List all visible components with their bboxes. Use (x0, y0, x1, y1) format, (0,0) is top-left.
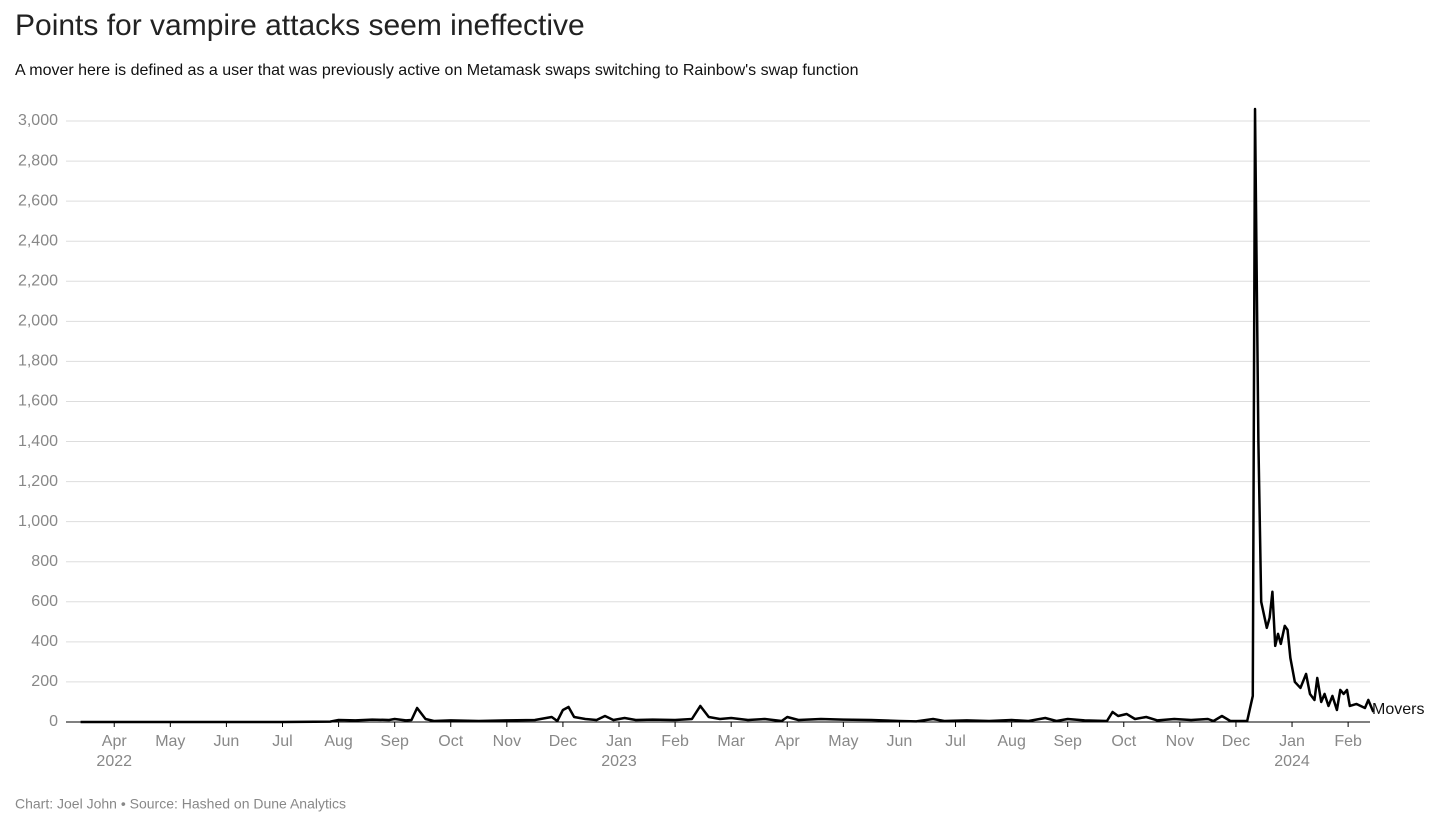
series-label: Movers (1372, 701, 1424, 718)
x-tick-label: Oct (1111, 733, 1136, 750)
x-tick-label: Sep (1053, 733, 1082, 750)
y-tick-label: 1,400 (18, 433, 58, 450)
x-tick-year: 2024 (1274, 753, 1310, 770)
y-tick-label: 1,200 (18, 473, 58, 490)
x-tick-label: Jul (272, 733, 292, 750)
y-tick-label: 600 (31, 593, 58, 610)
x-tick-label: May (155, 733, 185, 750)
y-tick-label: 2,200 (18, 273, 58, 290)
x-tick-label: Apr (775, 733, 801, 750)
line-series (80, 107, 1375, 724)
x-tick-label: Jun (887, 733, 913, 750)
chart-source: Chart: Joel John • Source: Hashed on Dun… (15, 796, 346, 812)
x-tick-label: Feb (661, 733, 689, 750)
x-tick-label: Sep (380, 733, 409, 750)
y-tick-label: 400 (31, 633, 58, 650)
x-tick-label: Dec (549, 733, 577, 750)
y-tick-label: 2,800 (18, 152, 58, 169)
y-tick-label: 0 (49, 713, 58, 730)
x-tick-label: Apr (102, 733, 128, 750)
x-tick-label: Aug (997, 733, 1025, 750)
x-tick-year: 2023 (601, 753, 637, 770)
y-tick-label: 800 (31, 553, 58, 570)
x-tick-label: Nov (493, 733, 521, 750)
y-tick-label: 2,400 (18, 232, 58, 249)
x-tick-label: Mar (717, 733, 745, 750)
x-tick-label: Nov (1166, 733, 1194, 750)
y-tick-label: 200 (31, 673, 58, 690)
x-tick-label: May (828, 733, 858, 750)
chart-title: Points for vampire attacks seem ineffect… (15, 9, 585, 42)
x-tick-label: Aug (324, 733, 352, 750)
y-tick-label: 2,600 (18, 192, 58, 209)
y-tick-label: 2,000 (18, 313, 58, 330)
x-tick-label: Jan (606, 733, 632, 750)
x-tick-label: Feb (1334, 733, 1362, 750)
x-tick-label: Dec (1222, 733, 1250, 750)
y-tick-label: 3,000 (18, 112, 58, 129)
x-tick-label: Jan (1279, 733, 1305, 750)
y-tick-label: 1,000 (18, 513, 58, 530)
y-tick-label: 1,600 (18, 393, 58, 410)
y-tick-label: 1,800 (18, 353, 58, 370)
x-tick-label: Jun (214, 733, 240, 750)
x-tick-label: Jul (945, 733, 965, 750)
x-tick-year: 2022 (96, 753, 132, 770)
chart-subtitle: A mover here is defined as a user that w… (15, 62, 858, 79)
x-tick-label: Oct (438, 733, 463, 750)
